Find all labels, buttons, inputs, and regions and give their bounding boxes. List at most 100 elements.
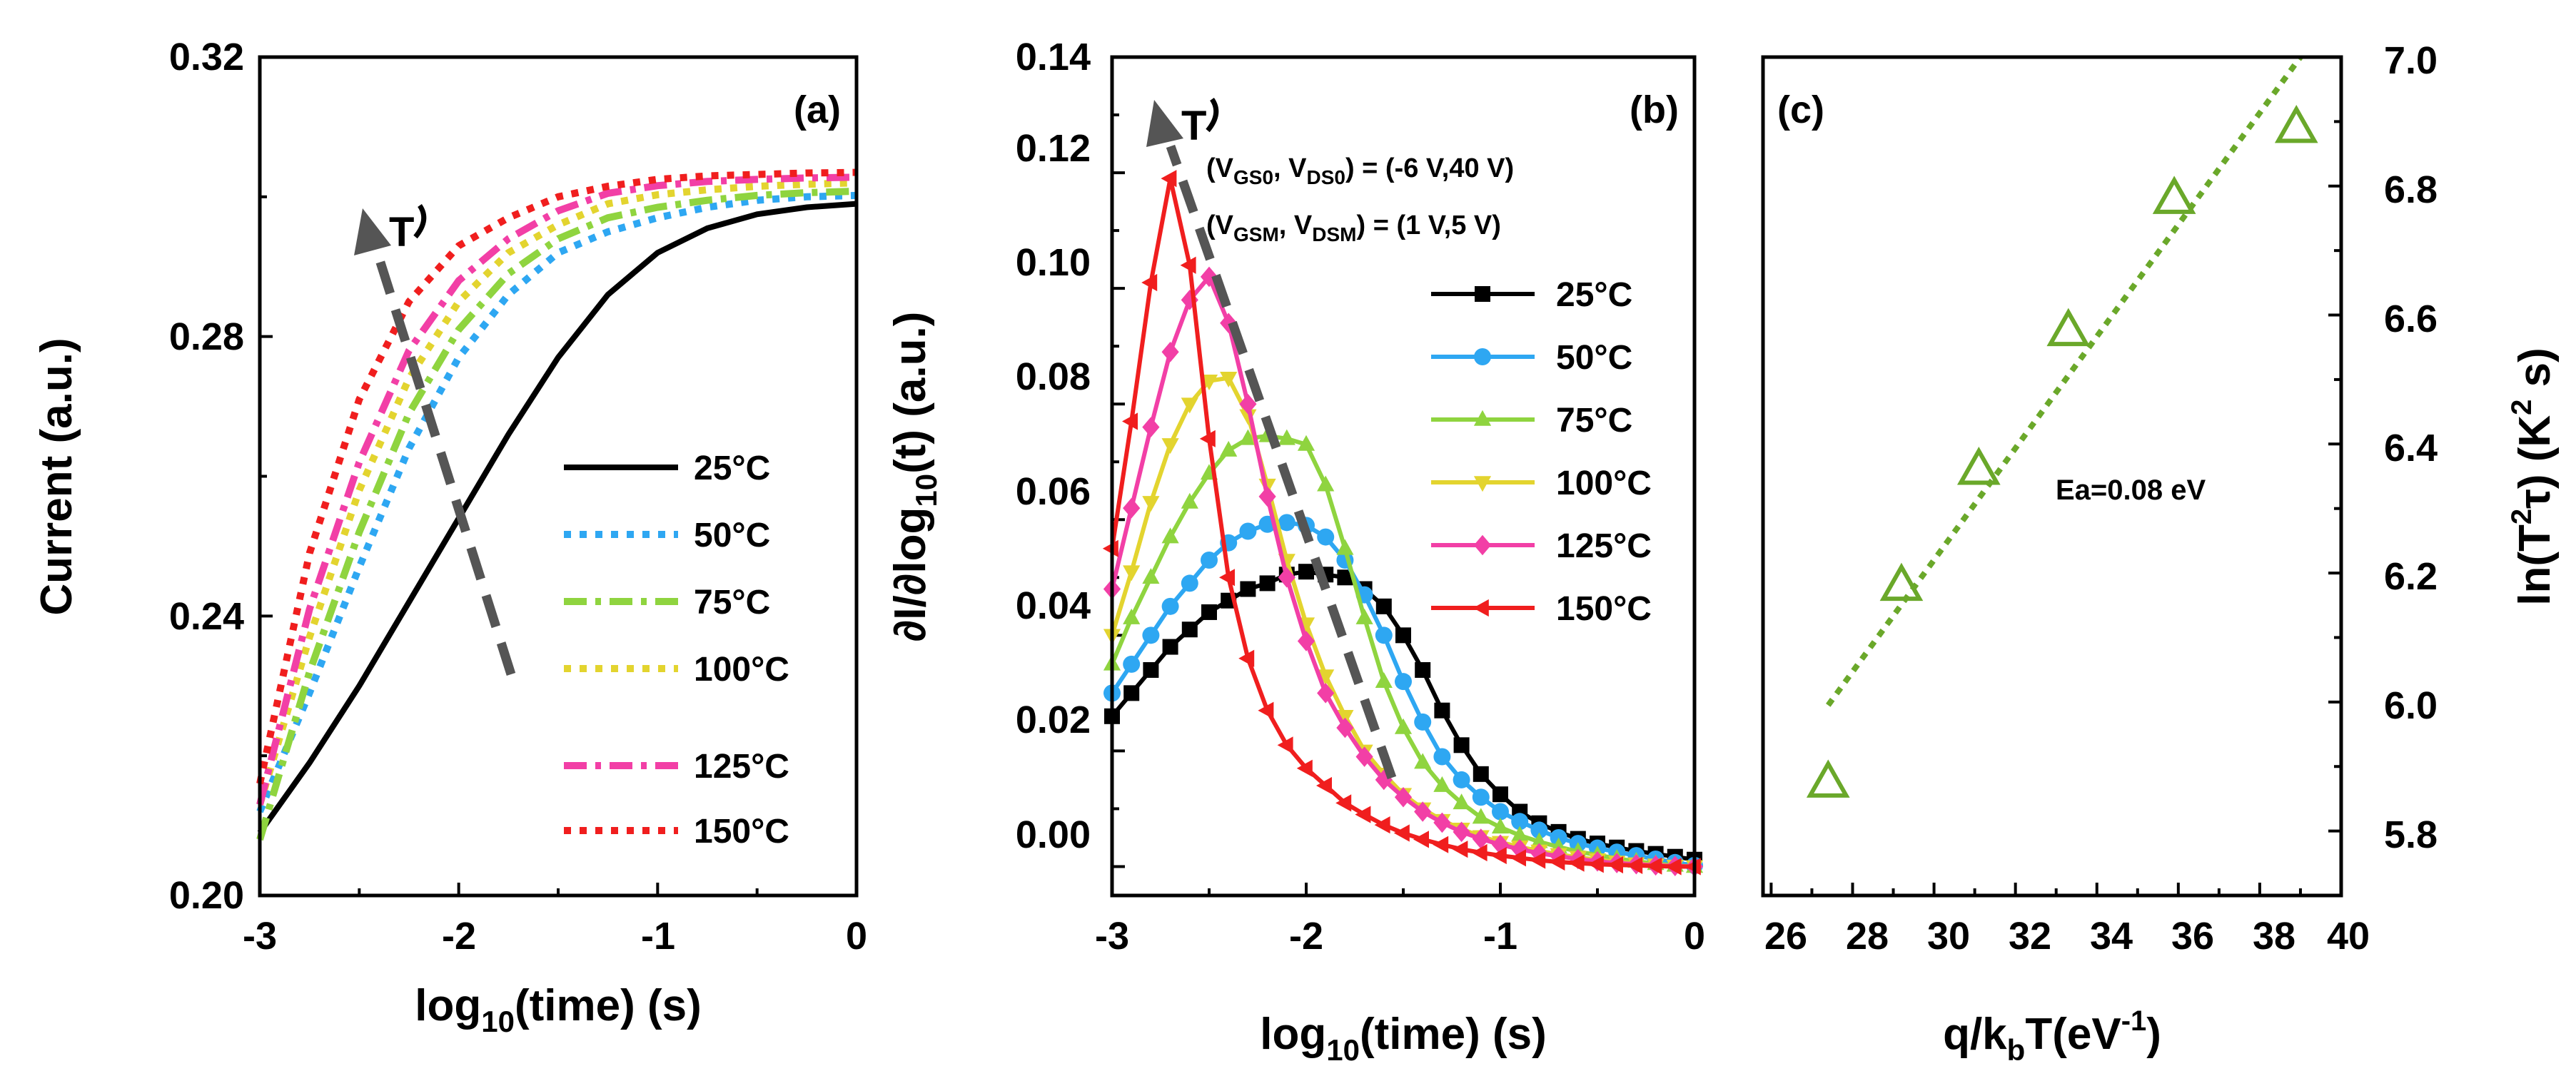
data-point-125°C <box>1142 417 1160 437</box>
series-line-75°C <box>256 188 857 841</box>
panel-a-label: (a) <box>794 88 841 131</box>
panel-b-ytick-label: 0.00 <box>1016 813 1091 856</box>
data-point-50°C <box>1201 552 1218 569</box>
legend-b-marker <box>1473 410 1492 426</box>
legend-a-label: 25°C <box>694 450 770 487</box>
series-line-25°C <box>257 201 857 835</box>
data-point-125°C <box>1258 486 1276 507</box>
panel-c-activation-energy: Ea=0.08 eV <box>2056 475 2206 506</box>
data-point-25°C <box>1259 575 1276 592</box>
data-point-125°C <box>1453 821 1470 843</box>
data-point-125°C <box>1220 313 1238 334</box>
data-point-150°C <box>1141 273 1158 292</box>
data-point-25°C <box>1143 661 1159 678</box>
data-point-125°C <box>1239 393 1257 415</box>
panel-c-xtick-label: 34 <box>2090 915 2133 958</box>
data-point-150°C <box>1122 412 1138 430</box>
data-point-50°C <box>1472 788 1490 806</box>
legend-a-label: 125°C <box>694 748 789 786</box>
data-point-125°C <box>1433 812 1451 833</box>
data-point-150°C <box>1277 736 1293 754</box>
panel-c-xtick-label: 36 <box>2171 915 2214 958</box>
panel-c-frame <box>1761 55 2343 898</box>
legend-b-label: 100°C <box>1556 465 1652 502</box>
panel-c-ytick-label: 6.6 <box>2384 298 2438 340</box>
data-point-75°C <box>1220 440 1238 457</box>
data-point-25°C <box>1298 564 1314 580</box>
panel-c-x-axis-title: q/kbT(eV-1) <box>1943 1005 2161 1067</box>
data-point-75°C <box>1453 793 1470 810</box>
legend-b-label: 75°C <box>1556 402 1632 440</box>
data-point-150°C <box>1199 430 1216 447</box>
data-point-125°C <box>1394 786 1413 808</box>
data-point-50°C <box>1453 771 1470 788</box>
series-line-100°C <box>256 179 857 806</box>
panel-c-xtick-label: 32 <box>2009 915 2051 958</box>
panel-c-xtick-label: 30 <box>1927 915 1970 958</box>
panel-b-arrow-head <box>1146 100 1183 147</box>
data-point-50°C <box>1317 528 1335 546</box>
data-point-50°C <box>1278 514 1295 532</box>
data-point-25°C <box>1123 685 1140 701</box>
panel-b-frame <box>1110 55 1697 898</box>
data-point-150°C <box>1568 854 1585 872</box>
panel-c-ytick-label: 6.8 <box>2384 168 2438 211</box>
data-point-75°C <box>1239 429 1257 445</box>
panel-c-series <box>1806 55 2318 798</box>
data-point-150°C <box>1607 856 1623 874</box>
panel-a-frame <box>258 55 859 898</box>
panel-b-arrow-label: T <box>1181 103 1206 149</box>
data-point-150°C <box>1238 649 1255 667</box>
panel-b-xtick-label: -1 <box>1483 915 1517 958</box>
panel-a-y-axis-title: Current (a.u.) <box>32 338 81 615</box>
data-point-50°C <box>1181 574 1198 592</box>
panel-b-bias-annotation: (VGS0, VDS0) = (-6 V,40 V) <box>1206 153 1514 188</box>
data-point-50°C <box>1433 748 1451 766</box>
panel-b-ytick-label: 0.04 <box>1016 584 1091 627</box>
panel-b-legend: 25°C 50°C 75°C 100°C 125°C 150°C <box>1431 276 1652 628</box>
panel-b-ytick-label: 0.10 <box>1016 241 1091 284</box>
panel-a-ytick-label: 0.32 <box>169 36 244 78</box>
panel-a-xtick-label: -3 <box>243 915 277 958</box>
data-point-25°C <box>1395 627 1411 644</box>
data-point-25°C <box>1181 621 1198 638</box>
data-point-150°C <box>1296 759 1313 777</box>
data-point-100°C <box>1239 409 1257 425</box>
data-point-150°C <box>1161 170 1177 188</box>
panel-b-ytick-label: 0.08 <box>1016 355 1091 398</box>
panel-c-ytick-label: 7.0 <box>2384 39 2438 82</box>
data-point-50°C <box>1530 821 1548 839</box>
data-point-75°C <box>1317 475 1335 492</box>
data-point-75°C <box>1472 808 1490 824</box>
legend-b-marker <box>1473 599 1489 617</box>
panel-a-xtick-label: 0 <box>846 915 867 958</box>
data-point-100°C <box>1123 565 1141 582</box>
data-point-50°C <box>1414 713 1432 731</box>
panel-c-xtick-label: 40 <box>2327 915 2370 958</box>
data-point-150°C <box>1180 256 1196 274</box>
panel-a-ytick-label: 0.24 <box>169 595 244 638</box>
panel-c-ytick-label: 6.2 <box>2384 555 2438 598</box>
data-point-25°C <box>1415 661 1431 678</box>
data-point-75°C <box>1355 608 1373 624</box>
panel-b-ytick-label: 0.12 <box>1016 127 1091 170</box>
data-point-25°C <box>1240 581 1256 597</box>
data-point-75°C <box>1297 435 1315 451</box>
data-point-50°C <box>1239 522 1257 540</box>
legend-b-label: 50°C <box>1556 339 1632 377</box>
legend-b-marker <box>1475 286 1490 302</box>
data-point-75°C <box>1491 818 1510 834</box>
panel-b-temperature-arrow: T <box>1146 97 1397 780</box>
legend-b-marker <box>1473 534 1492 556</box>
data-point-25°C <box>1337 569 1353 586</box>
data-point-150°C <box>1471 843 1487 862</box>
data-point-150°C <box>1433 836 1449 853</box>
data-point-50°C <box>1123 655 1141 673</box>
series-line-50°C <box>256 191 857 813</box>
data-point-75°C <box>1414 753 1432 769</box>
panel-c: 5.8 6.0 6.2 6.4 6.6 6.8 7.0 26 28 30 32 … <box>1761 39 2560 1067</box>
series-line-150°C <box>256 168 857 785</box>
data-point-50°C <box>1492 803 1509 821</box>
panel-b-y-axis-title: ∂I/∂log10(t) (a.u.) <box>886 312 943 642</box>
panel-c-label: (c) <box>1777 88 1824 131</box>
